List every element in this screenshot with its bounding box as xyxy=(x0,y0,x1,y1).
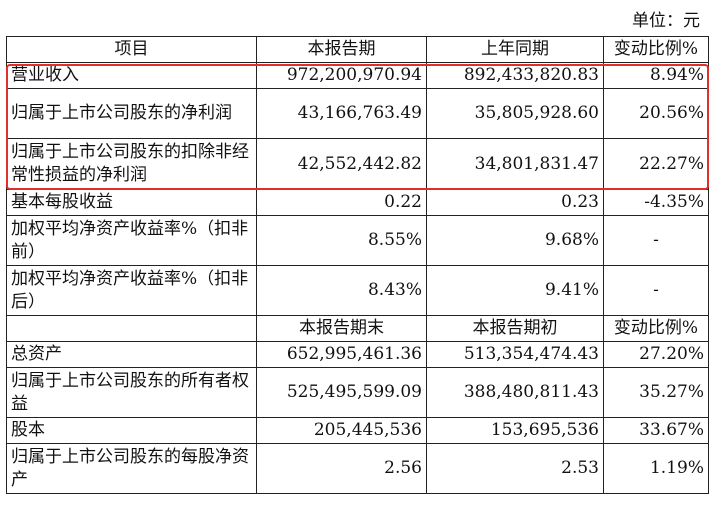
row-label: 总资产 xyxy=(6,341,257,368)
financial-data-table: 项目 本报告期 上年同期 变动比例% 营业收入 972,200,970.94 8… xyxy=(6,36,709,494)
row-label: 归属于上市公司股东的扣除非经常性损益的净利润 xyxy=(6,138,257,190)
row-label: 加权平均净资产收益率%（扣非前） xyxy=(6,215,257,266)
cell-current: 42,552,442.82 xyxy=(256,138,427,190)
cell-prior: 2.53 xyxy=(426,443,604,494)
cell-current: 972,200,970.94 xyxy=(256,62,427,89)
table-row-nav-per-share: 归属于上市公司股东的每股净资产 2.56 2.53 1.19% xyxy=(6,443,709,494)
cell-prior: 34,801,831.47 xyxy=(426,138,604,190)
row-label: 归属于上市公司股东的每股净资产 xyxy=(6,443,257,494)
cell-current: 8.55% xyxy=(256,215,427,266)
table-row-share-capital: 股本 205,445,536 153,695,536 33.67% xyxy=(6,417,709,444)
cell-change: - xyxy=(603,215,709,266)
cell-current: 2.56 xyxy=(256,443,427,494)
cell-change: 8.94% xyxy=(603,62,709,89)
table-header-row: 项目 本报告期 上年同期 变动比例% xyxy=(6,36,709,63)
cell-prior: 153,695,536 xyxy=(426,417,604,444)
row-label: 加权平均净资产收益率%（扣非后） xyxy=(6,265,257,316)
cell-change: 35.27% xyxy=(603,367,709,418)
cell-prior: 9.41% xyxy=(426,265,604,316)
cell-prior: 513,354,474.43 xyxy=(426,341,604,368)
cell-current: 525,495,599.09 xyxy=(256,367,427,418)
table-row-net-profit-excl: 归属于上市公司股东的扣除非经常性损益的净利润 42,552,442.82 34,… xyxy=(6,138,709,190)
header-change-pct-2: 变动比例% xyxy=(603,315,709,342)
cell-prior: 0.23 xyxy=(426,189,604,216)
row-label: 基本每股收益 xyxy=(6,189,257,216)
cell-change: - xyxy=(603,265,709,316)
table-row-roe-before: 加权平均净资产收益率%（扣非前） 8.55% 9.68% - xyxy=(6,215,709,266)
subheader-empty xyxy=(6,315,257,342)
table-row-total-assets: 总资产 652,995,461.36 513,354,474.43 27.20% xyxy=(6,341,709,368)
row-label: 股本 xyxy=(6,417,257,444)
cell-change: 22.27% xyxy=(603,138,709,190)
table-row-net-profit: 归属于上市公司股东的净利润 43,166,763.49 35,805,928.6… xyxy=(6,88,709,139)
cell-prior: 9.68% xyxy=(426,215,604,266)
cell-current: 43,166,763.49 xyxy=(256,88,427,139)
cell-change: -4.35% xyxy=(603,189,709,216)
header-change-pct: 变动比例% xyxy=(603,36,709,63)
row-label: 营业收入 xyxy=(6,62,257,89)
header-item: 项目 xyxy=(6,36,257,63)
row-label: 归属于上市公司股东的净利润 xyxy=(6,88,257,139)
cell-prior: 35,805,928.60 xyxy=(426,88,604,139)
cell-current: 205,445,536 xyxy=(256,417,427,444)
table-row-revenue: 营业收入 972,200,970.94 892,433,820.83 8.94% xyxy=(6,62,709,89)
cell-change: 27.20% xyxy=(603,341,709,368)
unit-label: 单位：元 xyxy=(632,11,700,31)
header-period-start: 本报告期初 xyxy=(426,315,604,342)
header-period-end: 本报告期末 xyxy=(256,315,427,342)
table-subheader-row: 本报告期末 本报告期初 变动比例% xyxy=(6,315,709,342)
cell-current: 0.22 xyxy=(256,189,427,216)
header-prior-period: 上年同期 xyxy=(426,36,604,63)
cell-prior: 892,433,820.83 xyxy=(426,62,604,89)
cell-change: 33.67% xyxy=(603,417,709,444)
cell-change: 20.56% xyxy=(603,88,709,139)
table-row-eps: 基本每股收益 0.22 0.23 -4.35% xyxy=(6,189,709,216)
header-current-period: 本报告期 xyxy=(256,36,427,63)
cell-change: 1.19% xyxy=(603,443,709,494)
table-row-roe-after: 加权平均净资产收益率%（扣非后） 8.43% 9.41% - xyxy=(6,265,709,316)
row-label: 归属于上市公司股东的所有者权益 xyxy=(6,367,257,418)
table-row-equity: 归属于上市公司股东的所有者权益 525,495,599.09 388,480,8… xyxy=(6,367,709,418)
cell-prior: 388,480,811.43 xyxy=(426,367,604,418)
cell-current: 8.43% xyxy=(256,265,427,316)
cell-current: 652,995,461.36 xyxy=(256,341,427,368)
